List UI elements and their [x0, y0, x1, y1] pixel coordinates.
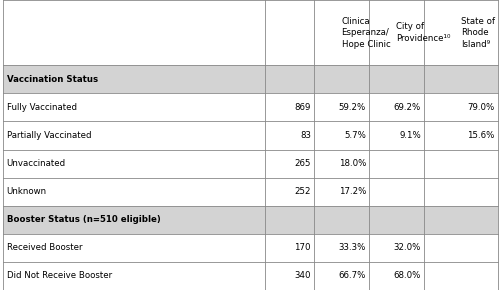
Text: 59.2%: 59.2%: [339, 103, 366, 112]
Bar: [2, 93, 498, 122]
Text: Vaccination Status: Vaccination Status: [6, 75, 98, 84]
Bar: [2, 150, 498, 177]
Text: Partially Vaccinated: Partially Vaccinated: [6, 131, 91, 140]
Bar: [2, 206, 498, 234]
Text: 33.3%: 33.3%: [338, 243, 366, 252]
Text: 79.0%: 79.0%: [467, 103, 494, 112]
Bar: [2, 262, 498, 290]
Text: Fully Vaccinated: Fully Vaccinated: [6, 103, 76, 112]
Text: 170: 170: [294, 243, 311, 252]
Text: 68.0%: 68.0%: [394, 271, 421, 280]
Text: State of
Rhode
Island⁹: State of Rhode Island⁹: [461, 17, 495, 48]
Text: Clinica
Esperanza/
Hope Clinic: Clinica Esperanza/ Hope Clinic: [342, 17, 390, 48]
Text: Did Not Receive Booster: Did Not Receive Booster: [6, 271, 112, 280]
Text: 252: 252: [294, 187, 311, 196]
Bar: [2, 177, 498, 206]
Text: 15.6%: 15.6%: [467, 131, 494, 140]
Text: 340: 340: [294, 271, 311, 280]
Bar: [2, 234, 498, 262]
Text: 17.2%: 17.2%: [338, 187, 366, 196]
Text: Booster Status (n=510 eligible): Booster Status (n=510 eligible): [6, 215, 160, 224]
Text: 869: 869: [294, 103, 311, 112]
Text: 32.0%: 32.0%: [394, 243, 421, 252]
Text: 18.0%: 18.0%: [338, 159, 366, 168]
Text: 83: 83: [300, 131, 311, 140]
Text: 69.2%: 69.2%: [394, 103, 421, 112]
Text: Unvaccinated: Unvaccinated: [6, 159, 66, 168]
Bar: [2, 122, 498, 150]
Text: Unknown: Unknown: [6, 187, 46, 196]
Text: 265: 265: [294, 159, 311, 168]
Bar: [2, 0, 498, 65]
Bar: [2, 65, 498, 93]
Text: City of
Providence¹⁰: City of Providence¹⁰: [396, 22, 451, 43]
Text: 66.7%: 66.7%: [338, 271, 366, 280]
Text: 5.7%: 5.7%: [344, 131, 366, 140]
Text: 9.1%: 9.1%: [399, 131, 421, 140]
Text: Received Booster: Received Booster: [6, 243, 82, 252]
